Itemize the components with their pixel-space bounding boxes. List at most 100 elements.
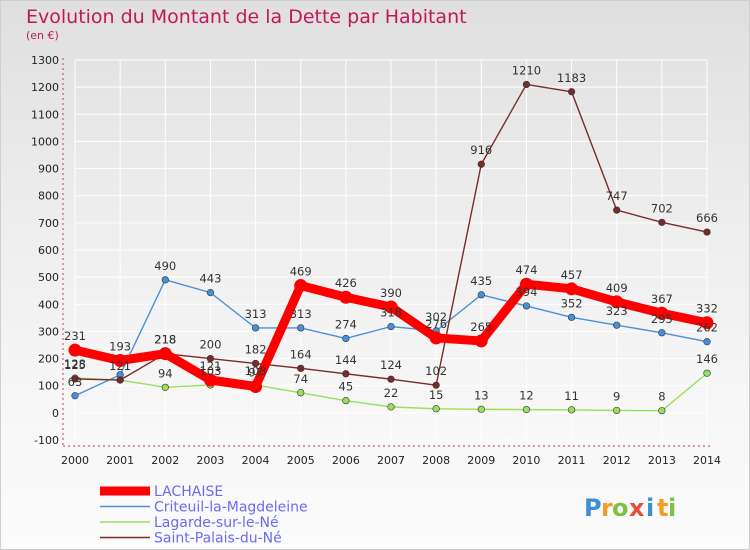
series-point <box>432 405 440 413</box>
data-label: 323 <box>606 304 628 318</box>
data-label: 265 <box>470 320 492 334</box>
logo-letter: x <box>629 494 645 522</box>
y-tick-label: 600 <box>38 244 59 257</box>
data-label: 302 <box>425 310 447 324</box>
series-point <box>71 375 79 383</box>
data-label: 11 <box>564 389 579 403</box>
series-point <box>658 329 666 337</box>
data-label: 274 <box>335 317 357 331</box>
series-point <box>703 369 711 377</box>
x-tick-label: 2007 <box>377 454 405 467</box>
y-tick-label: 200 <box>38 353 59 366</box>
series-point <box>206 354 215 363</box>
series-point <box>161 383 169 391</box>
x-tick-label: 2000 <box>61 454 89 467</box>
series-point <box>68 343 82 357</box>
series-point <box>610 295 624 309</box>
data-label: 103 <box>245 364 267 378</box>
y-tick-label: 100 <box>38 380 59 393</box>
data-label: 97 <box>248 366 263 380</box>
series-point <box>567 406 576 414</box>
series-point <box>613 206 621 214</box>
x-tick-label: 2004 <box>242 454 270 467</box>
data-labels: 63 490 443 313 313 274 318 302 435 394 352 323 295 26… <box>64 63 718 403</box>
data-label: 200 <box>199 338 221 352</box>
series-point <box>249 380 263 394</box>
series-point <box>613 406 621 415</box>
data-label: 103 <box>199 364 221 378</box>
y-tick-label: 1100 <box>31 108 59 121</box>
x-tick-label: 2009 <box>467 454 495 467</box>
axes: -100 0 100 200 300 400 500 600 700 800 900 1000 1100… <box>31 54 721 467</box>
series-point <box>339 290 353 304</box>
series-point <box>297 324 305 332</box>
data-label: 262 <box>696 321 718 335</box>
series-point <box>116 376 124 384</box>
data-label: 276 <box>425 317 447 331</box>
data-label: 474 <box>515 263 537 277</box>
x-tick-label: 2002 <box>151 454 179 467</box>
series-point <box>432 381 440 389</box>
logo-letter: P <box>584 494 602 522</box>
data-label: 313 <box>290 307 312 321</box>
data-label: 74 <box>293 372 308 386</box>
x-tick-label: 2001 <box>106 454 134 467</box>
y-tick-label: -100 <box>34 434 59 447</box>
logo-letter: r <box>601 494 613 522</box>
data-label: 313 <box>245 307 267 321</box>
data-label: 121 <box>199 359 221 373</box>
data-label: 164 <box>290 347 312 361</box>
x-tick-label: 2006 <box>332 454 360 467</box>
data-label: 193 <box>109 339 131 353</box>
logo-letter: i <box>646 494 654 522</box>
legend-label: Lagarde-sur-le-Né <box>154 515 279 531</box>
series-point <box>387 322 395 331</box>
x-tick-label: 2011 <box>558 454 586 467</box>
series-point <box>613 321 621 329</box>
data-label: 367 <box>651 292 673 306</box>
series-point <box>342 334 350 343</box>
series-lines <box>68 80 714 415</box>
y-tick-label: 1300 <box>31 54 59 67</box>
data-label: 352 <box>561 296 583 310</box>
data-label: 469 <box>290 265 312 279</box>
data-label: 1183 <box>557 71 586 85</box>
logo-letter: t <box>657 494 668 522</box>
series-point <box>703 228 711 236</box>
series-point <box>251 324 260 332</box>
data-label: 144 <box>335 353 357 367</box>
legend: LACHAISECriteuil-la-MagdeleineLagarde-su… <box>100 484 308 547</box>
series-point <box>474 334 488 348</box>
data-label: 9 <box>613 389 620 403</box>
y-tick-label: 300 <box>38 325 59 338</box>
data-label: 409 <box>606 281 628 295</box>
logo-letter: i <box>668 494 676 522</box>
data-label: 443 <box>199 272 221 286</box>
series-point <box>429 331 443 345</box>
data-label: 146 <box>696 352 718 366</box>
data-label: 457 <box>561 268 583 282</box>
data-label: 102 <box>425 364 447 378</box>
series-point <box>565 282 579 296</box>
y-tick-label: 800 <box>38 190 59 203</box>
series-point <box>658 407 666 415</box>
data-label: 1210 <box>512 63 541 77</box>
data-label: 231 <box>64 329 86 343</box>
series-point <box>203 373 217 387</box>
data-label: 128 <box>64 357 86 371</box>
series-point <box>522 406 531 414</box>
x-tick-label: 2003 <box>196 454 224 467</box>
data-label: 332 <box>696 302 718 316</box>
data-label: 22 <box>384 386 399 400</box>
chart-subtitle: (en €) <box>26 29 59 42</box>
series-point <box>113 353 127 367</box>
data-label: 13 <box>474 388 489 402</box>
series-point <box>655 306 669 320</box>
chart-title: Evolution du Montant de la Dette par Hab… <box>26 6 467 28</box>
series-point <box>161 276 169 284</box>
series-point <box>206 289 215 297</box>
series-point <box>567 88 576 96</box>
y-tick-label: 900 <box>38 163 59 176</box>
data-label: 394 <box>515 285 537 299</box>
series-point <box>342 397 350 405</box>
